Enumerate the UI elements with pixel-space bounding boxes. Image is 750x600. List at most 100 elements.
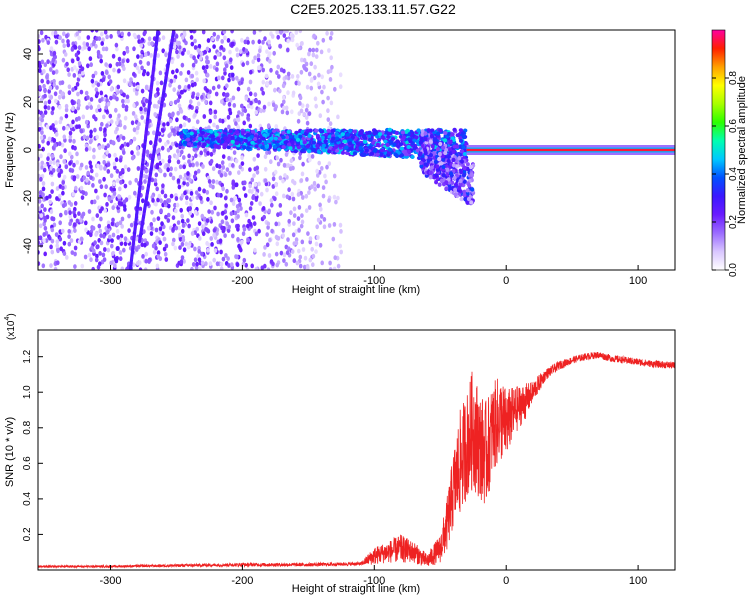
heatmap-cell [239, 206, 243, 211]
heatmap-cell [94, 232, 98, 237]
heatmap-cell [272, 50, 277, 56]
heatmap-cell [160, 145, 165, 151]
heatmap-cell [38, 166, 41, 171]
heatmap-cell [192, 130, 198, 135]
heatmap-cell [69, 238, 74, 244]
heatmap-cell [53, 143, 57, 148]
heatmap-cell [91, 266, 95, 270]
heatmap-cell [41, 37, 45, 43]
heatmap-cell [231, 72, 235, 78]
heatmap-cell [313, 64, 317, 70]
heatmap-cell [230, 262, 234, 267]
heatmap-cell [169, 193, 174, 199]
heatmap-cell [235, 75, 239, 81]
snr-y-axis-label: SNR (10 * v/v) [4, 417, 16, 487]
heatmap-cell [299, 178, 304, 183]
heatmap-cell [212, 257, 216, 263]
heatmap-cell [373, 129, 378, 134]
heatmap-cell [141, 71, 146, 77]
heatmap-cell [101, 252, 106, 258]
heatmap-cell [108, 113, 113, 119]
heatmap-cell [139, 39, 143, 45]
heatmap-cell [64, 113, 69, 119]
heatmap-cell [170, 59, 175, 65]
heatmap-cell [305, 177, 309, 182]
heatmap-cell [281, 130, 286, 135]
heatmap-cell [283, 173, 287, 178]
heatmap-cell [163, 200, 167, 205]
heatmap-cell [219, 45, 224, 50]
heatmap-cell [225, 167, 230, 173]
heatmap-cell [441, 164, 446, 170]
colorbar-gradient [711, 29, 726, 271]
heatmap-cell [62, 174, 67, 180]
heatmap-cell [39, 97, 44, 103]
heatmap-cell [250, 140, 255, 145]
heatmap-cell [127, 31, 131, 37]
heatmap-cell [287, 187, 291, 193]
heatmap-cell [192, 146, 197, 152]
heatmap-cell [282, 193, 286, 199]
heatmap-cell [226, 256, 230, 261]
heatmap-cell [192, 30, 196, 34]
heatmap-cell [214, 132, 219, 137]
heatmap-cell [231, 76, 235, 82]
heatmap-cell [204, 99, 208, 105]
heatmap-cell [150, 209, 154, 215]
heatmap-cell [249, 100, 253, 106]
heatmap-cell [135, 145, 140, 151]
heatmap-cell [42, 167, 47, 173]
heatmap-cell [208, 118, 212, 124]
heatmap-cell [216, 52, 220, 57]
heatmap-cell [193, 81, 197, 87]
heatmap-cell [77, 70, 82, 75]
heatmap-cell [238, 164, 243, 170]
heatmap-cell [284, 152, 289, 157]
heatmap-cell [297, 248, 301, 254]
heatmap-cell [235, 47, 239, 52]
heatmap-cell [128, 140, 133, 145]
heatmap-cell [205, 241, 209, 246]
heatmap-cell [240, 239, 244, 245]
heatmap-cell [171, 227, 175, 232]
heatmap-cell [123, 141, 127, 147]
heatmap-cell [121, 98, 125, 104]
heatmap-cell [263, 263, 267, 269]
heatmap-cell [149, 53, 153, 58]
heatmap-cell [46, 140, 50, 146]
heatmap-cell [257, 139, 262, 144]
heatmap-cell [182, 259, 186, 264]
heatmap-cell [70, 154, 74, 160]
figure-title: C2E5.2025.133.11.57.G22 [290, 1, 456, 17]
heatmap-cell [443, 131, 448, 136]
heatmap-cell [134, 91, 139, 96]
heatmap-cell [282, 258, 286, 263]
heatmap-cell [77, 35, 81, 41]
heatmap-cell [181, 237, 186, 243]
heatmap-cell [248, 183, 252, 189]
heatmap-cell [193, 45, 198, 50]
heatmap-cell [59, 154, 63, 160]
heatmap-cell [119, 89, 123, 95]
heatmap-cell [39, 190, 43, 196]
heatmap-cell [46, 156, 50, 162]
heatmap-cell [439, 178, 444, 183]
heatmap-cell [197, 141, 202, 146]
heatmap-cell [74, 52, 79, 58]
heatmap-cell [173, 202, 177, 208]
heatmap-cell [394, 154, 400, 158]
heatmap-cell [132, 103, 136, 108]
heatmap-cell [76, 91, 80, 97]
heatmap-cell [300, 144, 305, 148]
heatmap-cell [187, 141, 192, 146]
heatmap-cell [76, 56, 80, 62]
heatmap-cell [153, 112, 157, 117]
heatmap-cell [56, 248, 60, 254]
heatmap-cell [244, 48, 249, 54]
heatmap-cell [81, 114, 86, 120]
heatmap-cell [111, 53, 116, 59]
heatmap-cell [323, 173, 327, 179]
heatmap-cell [184, 77, 189, 83]
heatmap-cell [176, 54, 180, 59]
y-tick-label: -40 [22, 238, 34, 254]
